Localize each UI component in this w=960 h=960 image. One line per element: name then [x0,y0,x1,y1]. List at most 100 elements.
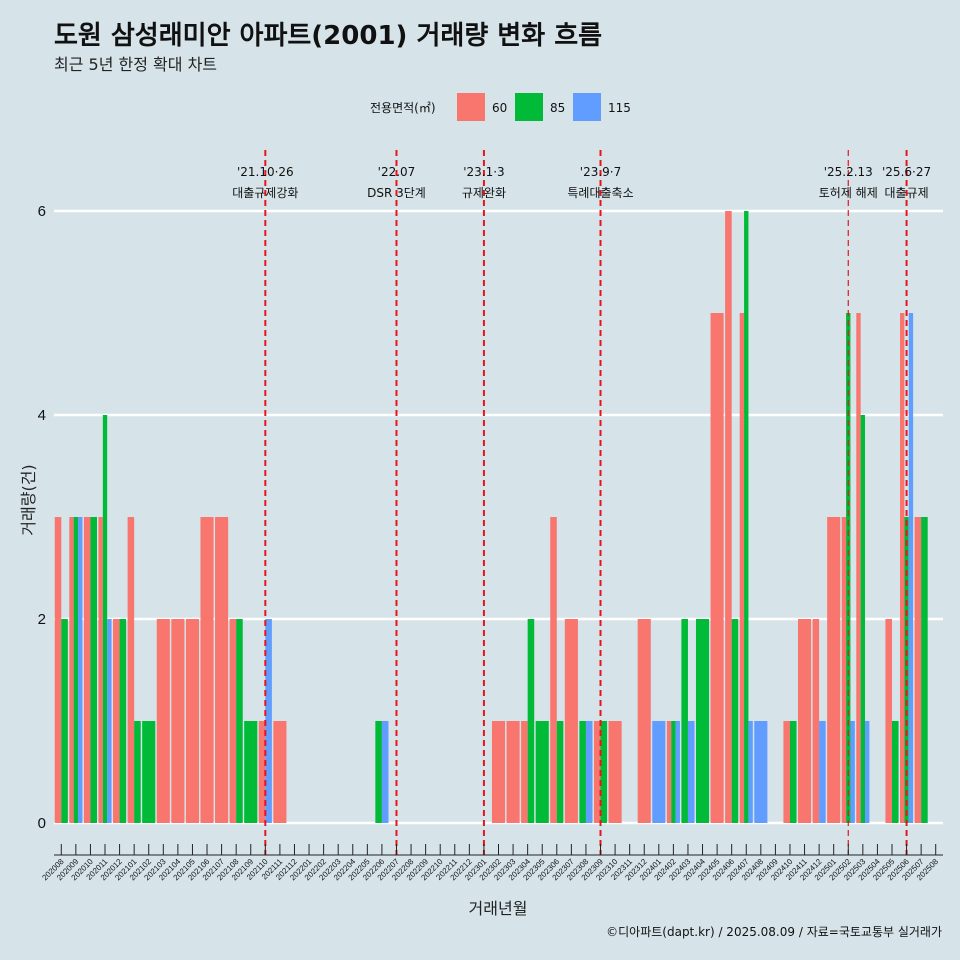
event-label-202506: 대출규제 [884,186,928,200]
bar-60-202104 [171,619,185,823]
bar-85-202402 [671,721,676,823]
bar-85-202502 [846,313,851,823]
x-axis: 2020082020092020102020112020122021012021… [40,844,943,882]
bar-115-202110 [265,619,272,823]
y-tick-label: 2 [38,611,46,628]
bar-60-202312 [637,619,651,823]
bar-60-202407 [739,313,745,823]
bar-85-202012 [119,619,127,823]
y-axis: 0 2 4 6 [38,203,46,832]
bar-60-202303 [506,721,520,823]
bar-60-202012 [113,619,120,823]
bar-60-202505 [885,619,892,823]
bar-60-202412 [812,619,820,823]
bar-115-202401 [652,721,666,823]
bar-85-202505 [891,721,899,823]
bar-85-202008 [61,619,68,823]
event-date-202110: '21.10·26 [237,165,294,179]
bar-85-202009 [73,517,79,823]
chart-subtitle: 최근 5년 한정 확대 차트 [54,55,217,74]
bar-60-202108 [229,619,237,823]
event-date-202502: '25.2.13 [824,165,873,179]
bar-115-202503 [865,721,870,823]
bar-60-202302 [491,721,506,823]
bar-60-202410 [783,721,790,823]
bar-115-202009 [78,517,83,823]
legend-swatch-115 [573,93,601,121]
y-tick-label: 4 [38,407,46,424]
bar-60-202010 [83,517,91,823]
bar-85-202011 [102,415,108,823]
bar-85-202503 [860,415,866,823]
bar-60-202105 [185,619,200,823]
bar-60-202304 [521,721,528,823]
bar-60-202103 [156,619,170,823]
bar-60-202110 [258,721,266,823]
bar-85-202305 [535,721,549,823]
bar-85-202410 [789,721,797,823]
chart-title: 도원 삼성래미안 아파트(2001) 거래량 변화 흐름 [54,21,602,51]
y-tick-label: 0 [38,815,46,832]
bar-60-202402 [666,721,672,823]
bar-60-202307 [564,619,578,823]
bar-60-202405 [710,313,724,823]
bar-85-202101 [134,721,141,823]
bar-115-202407 [748,721,753,823]
bar-115-202206 [381,721,389,823]
bar-60-202107 [215,517,229,823]
event-lines [264,150,908,855]
bar-115-202408 [754,721,768,823]
event-date-202207: '22.07 [378,165,416,179]
bar-60-202501 [827,517,841,823]
y-axis-title: 거래량(건) [19,464,38,535]
bar-60-202411 [797,619,812,823]
bar-85-202406 [731,619,739,823]
bar-60-202309 [593,721,601,823]
legend-title: 전용면적(㎡) [370,101,436,115]
event-date-202301: '23.1·3 [463,165,504,179]
event-label-202309: 특례대출축소 [567,186,633,200]
bar-60-202503 [856,313,861,823]
bar-60-202008 [54,517,62,823]
bar-85-202404 [695,619,710,823]
event-date-202309: '23.9·7 [580,165,621,179]
bars [54,211,928,823]
bar-85-202306 [556,721,564,823]
event-label-202502: 토허제 해제 [819,186,878,200]
bar-60-202310 [608,721,622,823]
x-axis-title: 거래년월 [469,899,528,918]
bar-85-202407 [744,211,749,823]
bar-115-202308 [585,721,593,823]
legend-swatch-85 [515,93,543,121]
bar-85-202109 [244,721,258,823]
legend-label-85: 85 [550,101,565,115]
bar-85-202108 [236,619,243,823]
bar-85-202102 [142,721,156,823]
bar-60-202406 [725,211,732,823]
bar-115-202506 [908,313,914,823]
bar-85-202010 [90,517,97,823]
bar-60-202507 [914,517,922,823]
bar-85-202507 [921,517,928,823]
event-date-202506: '25.6·27 [882,165,931,179]
bar-85-202309 [600,721,608,823]
y-tick-label: 6 [38,203,46,220]
bar-85-202308 [579,721,586,823]
legend-label-115: 115 [608,101,631,115]
bar-60-202101 [127,517,135,823]
bar-60-202009 [69,517,74,823]
legend-label-60: 60 [492,101,507,115]
bar-60-202106 [200,517,214,823]
bar-115-202402 [675,721,680,823]
event-label-202207: DSR 3단계 [367,186,426,200]
event-label-202110: 대출규제강화 [232,186,298,200]
legend: 전용면적(㎡) 60 85 115 [370,93,631,121]
event-label-202301: 규제완화 [462,186,506,200]
bar-60-202306 [550,517,557,823]
bar-115-202403 [687,721,695,823]
bar-85-202206 [375,721,382,823]
event-annotations: '21.10·26 대출규제강화 '22.07 DSR 3단계 '23.1·3 규제완화 '… [232,165,931,200]
bar-85-202403 [681,619,688,823]
bar-115-202502 [850,721,855,823]
